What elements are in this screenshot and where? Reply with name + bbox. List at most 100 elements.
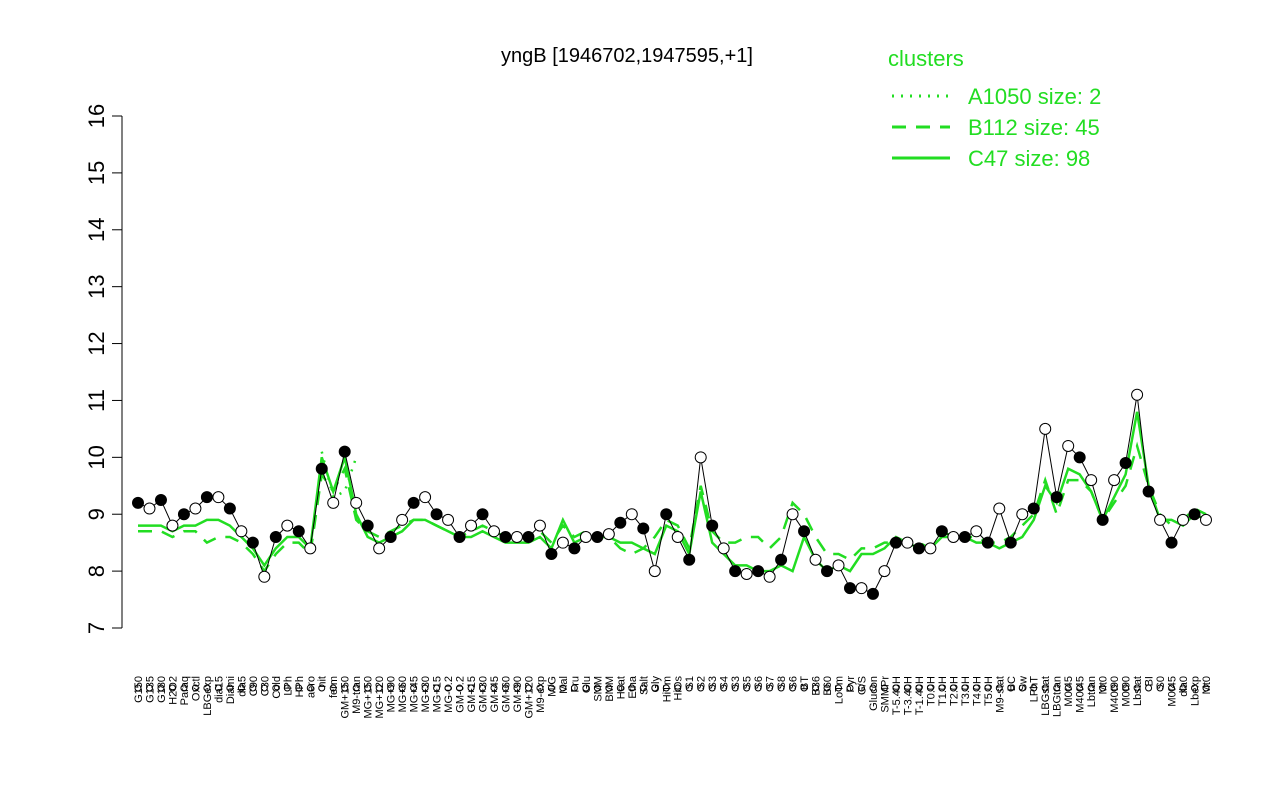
category-marker	[1007, 684, 1015, 692]
x-tick-label: T1.0H	[937, 676, 949, 706]
x-tick-label: T0.0H	[925, 676, 937, 706]
y-tick-label: 9	[84, 508, 109, 520]
data-point	[683, 553, 696, 566]
category-marker	[1179, 684, 1187, 692]
category-marker	[249, 684, 257, 692]
x-tick-label: S6	[753, 676, 765, 689]
category-marker	[410, 684, 418, 692]
x-tick-label: Lbexp	[1190, 676, 1202, 706]
x-tick-label: Fru	[569, 676, 581, 693]
category-marker	[387, 684, 395, 692]
data-point	[1062, 439, 1075, 452]
data-point	[901, 536, 914, 549]
data-point	[602, 528, 615, 541]
category-marker	[915, 684, 923, 692]
data-point	[935, 525, 948, 538]
category-marker	[720, 684, 728, 692]
category-marker	[237, 684, 245, 692]
category-marker	[766, 684, 774, 692]
x-tick-label: Lbtran	[1086, 676, 1098, 707]
x-tick-label: Glu	[581, 676, 593, 693]
data-point	[912, 542, 925, 555]
category-marker	[157, 684, 165, 692]
y-tick-label: 14	[84, 218, 109, 242]
category-marker	[1041, 684, 1049, 692]
data-point	[568, 542, 581, 555]
category-marker	[616, 684, 624, 692]
category-marker	[880, 684, 888, 692]
x-tick-label: S7	[765, 676, 777, 689]
x-tick-label: MG+45	[409, 676, 421, 712]
category-marker	[398, 684, 406, 692]
data-point	[844, 582, 856, 595]
data-point	[809, 553, 822, 566]
x-tick-label: S8	[776, 676, 788, 689]
data-point	[373, 542, 386, 555]
y-tick-label: 10	[84, 445, 109, 469]
data-point	[327, 496, 340, 509]
x-tick-label: T-3.40H	[902, 676, 914, 715]
category-marker	[731, 684, 739, 692]
data-point	[338, 445, 351, 458]
legend-label: A1050 size: 2	[968, 84, 1101, 109]
data-point	[269, 530, 282, 543]
x-tick-label: MG-0.2	[443, 676, 455, 713]
legend-title: clusters	[888, 46, 964, 71]
category-marker	[180, 684, 188, 692]
legend-label: B112 size: 45	[968, 115, 1100, 140]
category-marker	[662, 684, 670, 692]
category-marker	[1053, 684, 1061, 692]
x-tick-label: Diami	[225, 676, 237, 704]
y-tick-label: 8	[84, 565, 109, 577]
category-marker	[1099, 684, 1107, 692]
data-point	[694, 451, 707, 464]
x-tick-label: HiTm	[661, 676, 673, 702]
data-point	[1108, 474, 1121, 487]
x-tick-label: M9-stat	[994, 676, 1006, 713]
category-marker	[823, 684, 831, 692]
category-marker	[1064, 684, 1072, 692]
x-tick-label: GM+45	[489, 676, 501, 712]
data-point	[465, 519, 478, 532]
data-point	[246, 536, 259, 549]
category-marker	[433, 684, 441, 692]
data-point	[384, 530, 397, 543]
category-marker	[697, 684, 705, 692]
x-tick-label: GM+15	[466, 676, 478, 712]
data-point	[889, 536, 902, 549]
x-tick-label: Paraq	[179, 676, 191, 705]
category-marker	[524, 684, 532, 692]
y-tick-label: 15	[84, 161, 109, 185]
data-point	[958, 530, 971, 543]
x-tick-label: C30	[259, 676, 271, 696]
data-point	[1004, 536, 1017, 549]
category-marker	[203, 684, 211, 692]
data-point	[361, 519, 374, 532]
category-marker	[444, 684, 452, 692]
data-point	[1188, 508, 1201, 521]
data-point	[637, 522, 650, 535]
data-point	[499, 530, 512, 543]
category-marker	[1156, 684, 1164, 692]
data-point	[648, 565, 661, 578]
x-tick-label: M0t45	[1063, 676, 1075, 707]
category-marker	[364, 684, 372, 692]
x-tick-label: T-1.40H	[914, 676, 926, 715]
category-marker	[777, 684, 785, 692]
data-point	[706, 519, 719, 532]
category-marker	[283, 684, 291, 692]
category-marker	[191, 684, 199, 692]
category-marker	[593, 684, 601, 692]
y-tick-label: 7	[84, 622, 109, 634]
data-point	[442, 513, 455, 526]
category-marker	[467, 684, 475, 692]
category-marker	[1145, 684, 1153, 692]
category-marker	[582, 684, 590, 692]
x-tick-label: LoTm	[834, 676, 846, 704]
category-marker	[1122, 684, 1130, 692]
data-point	[545, 548, 558, 561]
x-tick-label: T5.0H	[983, 676, 995, 706]
data-point	[614, 516, 627, 529]
x-tick-label: Glucon	[868, 676, 880, 711]
category-marker	[926, 684, 934, 692]
